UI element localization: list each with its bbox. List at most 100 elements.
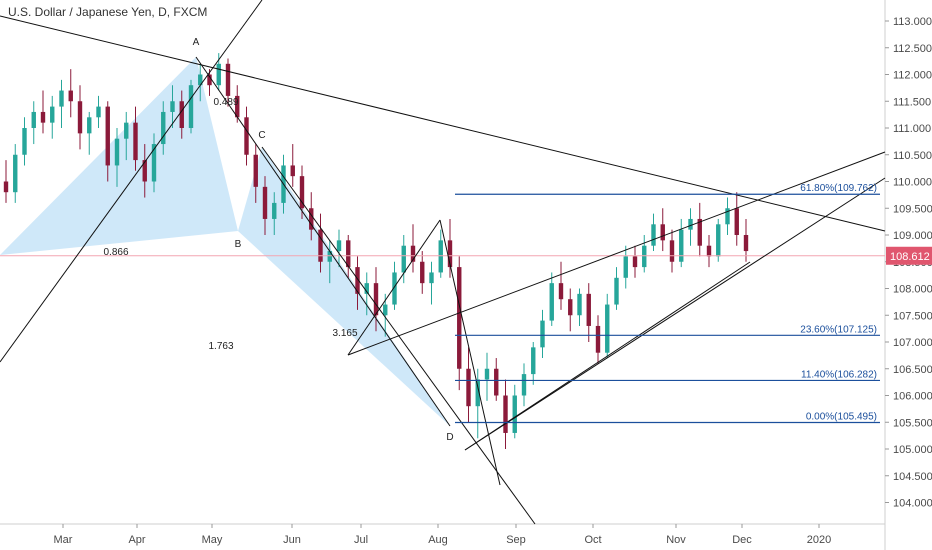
- candle-body: [207, 74, 212, 86]
- trend-lines: [0, 0, 886, 525]
- candle-body: [161, 111, 166, 145]
- candle-body: [216, 63, 221, 86]
- time-tick-label: Sep: [506, 534, 526, 546]
- candle-body: [447, 240, 453, 268]
- price-tick-label: 107.000: [893, 337, 932, 349]
- channel-upper-line: [347, 151, 886, 356]
- pattern-point-d: D: [446, 432, 453, 443]
- candle-body: [40, 111, 46, 123]
- price-tick-label: 104.000: [893, 498, 932, 510]
- candle-body: [309, 208, 314, 230]
- candle-body: [179, 101, 184, 128]
- candle-body: [540, 320, 545, 348]
- candle-body: [549, 283, 554, 321]
- time-tick-label: Aug: [428, 534, 448, 546]
- price-tick-label: 105.500: [893, 417, 932, 429]
- candle-body: [716, 224, 721, 257]
- channel-left-line: [347, 219, 441, 356]
- wedge-line: [464, 261, 751, 451]
- last-price-tag: [886, 246, 932, 265]
- candle-body: [151, 144, 157, 182]
- candle-body: [31, 111, 36, 128]
- candle-body: [235, 95, 240, 118]
- price-tick-label: 107.500: [893, 310, 932, 322]
- candle-body: [429, 272, 434, 284]
- price-tick-label: 106.000: [893, 391, 932, 403]
- candle-body: [22, 128, 27, 155]
- time-tick-label: 2020: [807, 534, 831, 546]
- candle-body: [327, 251, 332, 262]
- candle-body: [457, 267, 462, 369]
- candle-body: [346, 240, 351, 268]
- candle-body: [660, 224, 665, 241]
- candle-body: [105, 106, 110, 166]
- candle-body: [133, 122, 138, 161]
- pattern-ratio-label: 0.866: [103, 247, 128, 258]
- candlestick-series[interactable]: [3, 53, 749, 449]
- candle-body: [77, 101, 83, 134]
- candle-body: [669, 240, 675, 262]
- candle-body: [364, 283, 369, 294]
- candle-body: [623, 256, 628, 278]
- channel-lower-line: [464, 177, 886, 451]
- price-tick-label: 112.000: [893, 70, 932, 82]
- candle-body: [124, 122, 129, 139]
- candle-body: [383, 304, 388, 316]
- candle-body: [743, 235, 749, 252]
- pattern-ratio-label: 1.763: [208, 341, 233, 352]
- pattern-point-c: C: [258, 130, 265, 141]
- candle-body: [706, 245, 712, 257]
- price-tick-label: 111.500: [893, 96, 931, 108]
- candle-body: [355, 267, 360, 294]
- candle-body: [521, 374, 527, 396]
- candle-body: [373, 283, 379, 316]
- candle-body: [299, 176, 305, 209]
- candle-body: [188, 85, 194, 128]
- candle-body: [392, 272, 397, 305]
- time-tick-label: Jun: [283, 534, 301, 546]
- price-tick-label: 104.500: [893, 471, 932, 483]
- time-tick-label: May: [202, 534, 223, 546]
- candle-body: [725, 208, 730, 225]
- price-tick-label: 106.500: [893, 364, 932, 376]
- pattern-ratio-label: 3.165: [332, 328, 357, 339]
- time-tick-label: Jul: [354, 534, 368, 546]
- price-tick-label: 111.000: [893, 123, 931, 135]
- harmonic-pattern: [0, 57, 450, 426]
- candle-body: [13, 154, 18, 193]
- price-tick-label: 110.000: [893, 177, 932, 189]
- candle-body: [466, 368, 471, 407]
- candle-body: [595, 325, 601, 353]
- candle-body: [244, 117, 249, 155]
- candle-body: [253, 154, 258, 187]
- candle-body: [688, 218, 693, 230]
- price-tick-label: 113.000: [893, 16, 932, 28]
- candle-body: [272, 202, 277, 219]
- candle-body: [262, 186, 268, 219]
- candle-body: [558, 283, 564, 300]
- candle-body: [198, 74, 203, 86]
- candle-body: [318, 229, 323, 262]
- candle-body: [410, 245, 416, 262]
- price-tick-label: 109.000: [893, 230, 932, 242]
- candle-body: [734, 208, 739, 235]
- candle-body: [3, 181, 9, 193]
- candle-body: [68, 90, 73, 102]
- candle-body: [50, 106, 55, 123]
- ascending-trendline: [0, 0, 263, 363]
- candle-body: [614, 277, 619, 305]
- candle-body: [336, 240, 342, 252]
- candle-body: [59, 90, 64, 107]
- candle-body: [679, 229, 684, 262]
- candle-body: [225, 63, 231, 96]
- price-tick-label: 112.500: [893, 43, 932, 55]
- candle-body: [114, 138, 120, 166]
- fib-level-label: 11.40%(106.282): [801, 369, 877, 380]
- price-tick-label: 108.000: [893, 284, 932, 296]
- candle-body: [642, 245, 647, 268]
- fib-level-label: 0.00%(105.495): [806, 412, 877, 423]
- candle-body: [586, 293, 591, 326]
- pattern-point-b: B: [235, 239, 242, 250]
- pattern-bcd-triangle: [238, 147, 450, 426]
